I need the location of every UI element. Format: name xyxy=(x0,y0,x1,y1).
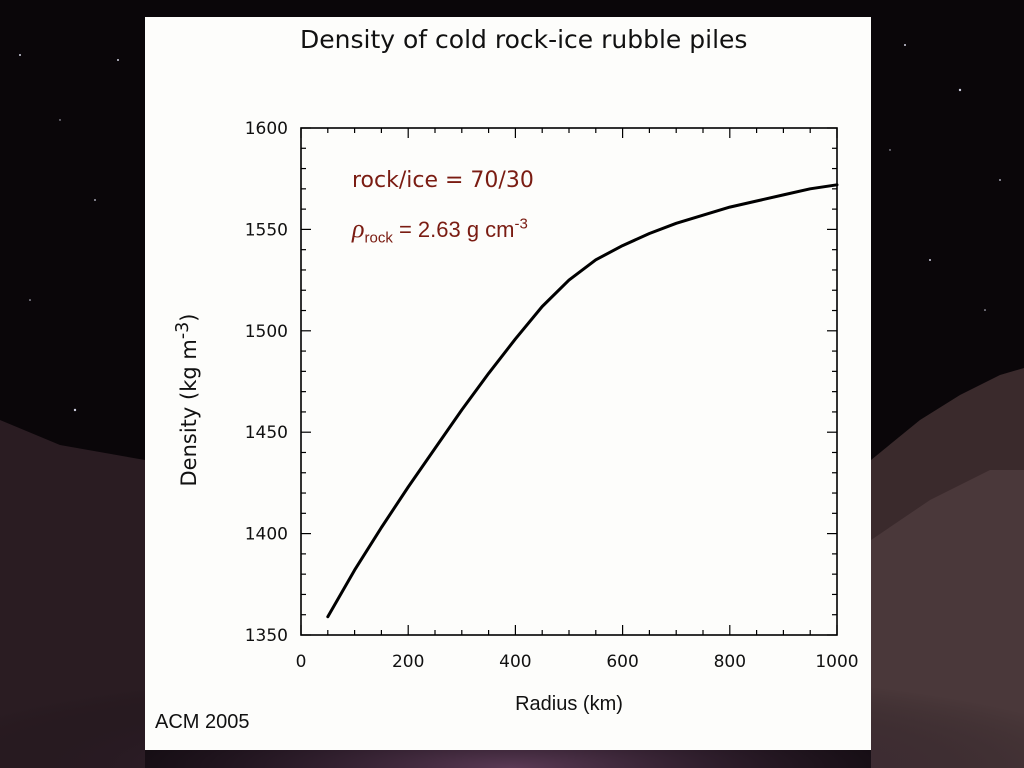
rho-symbol: ρ xyxy=(352,214,365,243)
plot-frame xyxy=(300,127,838,636)
rock-density-annotation: ρrock = 2.63 g cm-3 xyxy=(352,214,528,246)
x-tick-label: 0 xyxy=(296,652,307,672)
density-curve-line xyxy=(326,183,839,619)
rho-value: = 2.63 g cm xyxy=(392,217,515,242)
y-axis-label: Density (kg m-3) xyxy=(173,314,201,487)
plot-area: 0 200 400 600 800 1000 1350 1400 1450 1500 1550 160… xyxy=(245,119,859,672)
x-tick-label: 600 xyxy=(606,652,638,672)
y-tick-label: 1500 xyxy=(245,322,288,342)
y-tick-label: 1450 xyxy=(245,423,288,443)
y-tick-label: 1350 xyxy=(245,626,288,646)
credit-text: ACM 2005 xyxy=(155,711,250,733)
chart-panel: Density of cold rock-ice rubble piles 0 2… xyxy=(145,17,871,750)
x-tick-label: 800 xyxy=(714,652,746,672)
rho-subscript: rock xyxy=(364,229,393,247)
x-axis-label: Radius (km) xyxy=(515,693,623,715)
x-tick-label: 200 xyxy=(392,652,424,672)
axis-ticks xyxy=(300,127,838,636)
series-group xyxy=(326,183,839,619)
rock-ice-ratio-annotation: rock/ice = 70/30 xyxy=(352,168,534,193)
y-tick-label: 1600 xyxy=(245,119,288,139)
tick-labels: 0 200 400 600 800 1000 1350 1400 1450 1500 1550 160… xyxy=(245,119,859,672)
chart-title: Density of cold rock-ice rubble piles xyxy=(300,25,748,54)
y-tick-label: 1400 xyxy=(245,525,288,545)
y-axis-label-superscript: -3 xyxy=(173,321,193,340)
y-axis-label-close: ) xyxy=(177,313,201,322)
y-axis-label-text: Density (kg m xyxy=(177,339,201,487)
x-tick-label: 400 xyxy=(499,652,531,672)
y-tick-label: 1550 xyxy=(245,220,288,240)
rho-unit-superscript: -3 xyxy=(514,215,528,233)
x-tick-label: 1000 xyxy=(815,652,858,672)
